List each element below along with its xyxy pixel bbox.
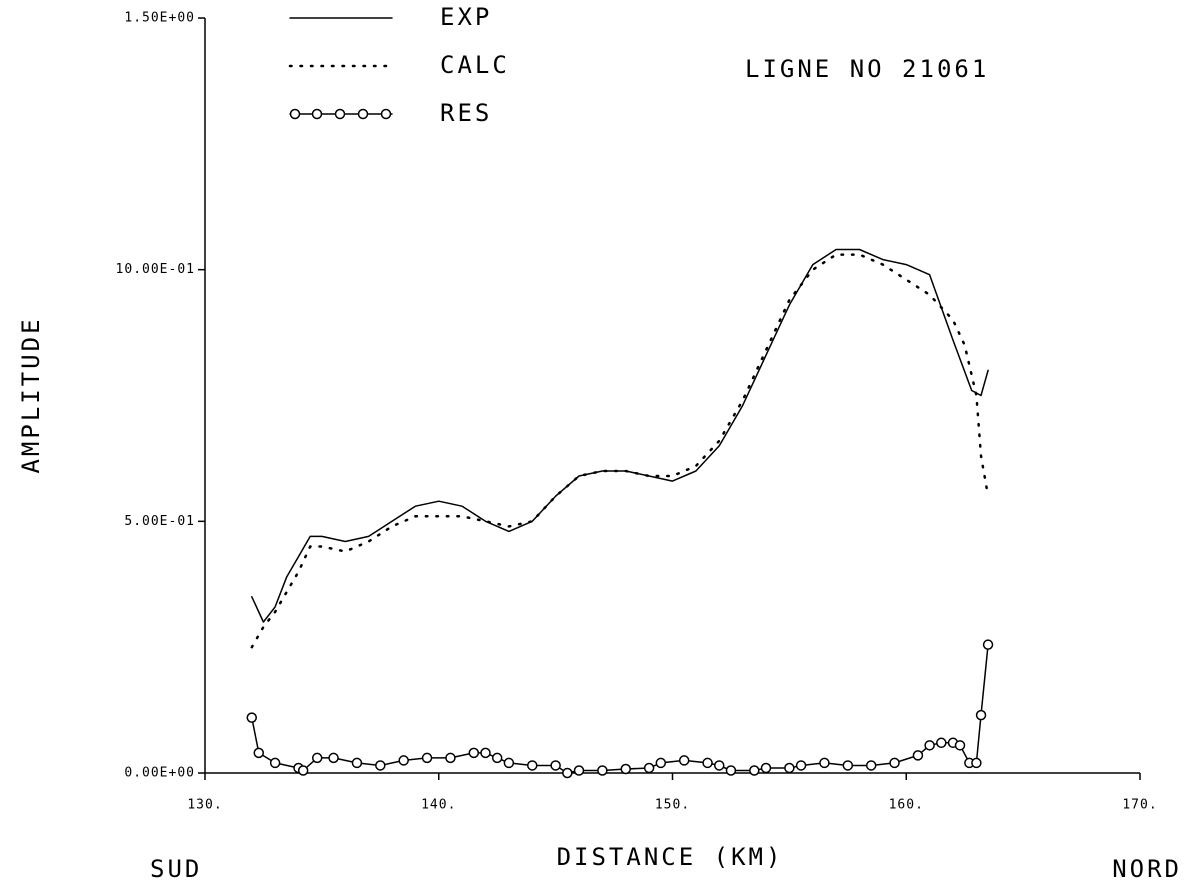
legend-marker — [380, 108, 392, 120]
direction-label: SUD — [150, 855, 202, 883]
data-point — [491, 752, 503, 764]
data-point — [982, 639, 994, 650]
data-point — [760, 762, 772, 774]
data-point — [819, 757, 830, 769]
data-point — [971, 757, 982, 769]
data-point — [375, 760, 386, 771]
y-tick-label: 1.50E+00 — [124, 11, 195, 26]
x-tick-label: 170. — [1122, 798, 1157, 813]
data-point — [503, 757, 515, 769]
data-point — [597, 765, 608, 776]
data-point — [678, 755, 690, 766]
data-point — [784, 762, 795, 774]
data-point — [749, 765, 760, 776]
data-point — [398, 755, 409, 766]
series-line — [251, 643, 989, 774]
data-point — [550, 760, 561, 771]
data-point — [246, 712, 257, 723]
data-point — [842, 760, 854, 771]
legend-label: EXP — [440, 3, 492, 31]
data-point — [643, 762, 655, 774]
data-point — [328, 752, 339, 764]
legend-label: RES — [440, 99, 492, 127]
x-tick-label: 150. — [655, 798, 690, 813]
data-point — [445, 752, 456, 764]
series-line — [251, 248, 989, 623]
data-point — [311, 752, 323, 764]
legend-marker — [357, 108, 369, 120]
x-tick-label: 160. — [889, 798, 924, 813]
data-point — [655, 757, 667, 769]
data-point — [573, 765, 585, 776]
x-axis-label: DISTANCE (KM) — [557, 843, 784, 871]
data-point — [480, 747, 491, 759]
data-point — [795, 760, 807, 771]
y-tick-label: 0.00E+00 — [124, 766, 195, 781]
data-point — [714, 760, 725, 771]
legend-label: CALC — [440, 51, 510, 79]
data-point — [527, 760, 538, 771]
direction-label: NORD — [1112, 855, 1182, 883]
chart-title: LIGNE NO 21061 — [745, 55, 989, 83]
data-point — [912, 750, 924, 761]
data-point — [253, 747, 265, 759]
data-point — [702, 757, 713, 769]
data-point — [725, 765, 737, 776]
data-point — [562, 767, 573, 779]
y-tick-label: 10.00E-01 — [116, 262, 195, 277]
x-tick-label: 130. — [187, 798, 222, 813]
data-point — [297, 765, 309, 776]
legend-marker — [334, 108, 346, 120]
data-point — [421, 752, 433, 764]
data-point — [924, 740, 935, 751]
legend-marker — [289, 108, 301, 120]
data-point — [351, 757, 363, 769]
legend-marker — [311, 108, 323, 120]
data-point — [889, 757, 900, 769]
data-point — [620, 763, 631, 775]
y-axis-label: AMPLITUDE — [17, 316, 45, 473]
data-point — [468, 747, 480, 759]
data-point — [865, 760, 877, 771]
data-point — [954, 740, 966, 751]
data-point — [975, 709, 987, 721]
data-point — [269, 757, 281, 769]
y-tick-label: 5.00E-01 — [124, 514, 195, 529]
x-tick-label: 140. — [421, 798, 456, 813]
series-line — [250, 253, 990, 649]
data-point — [936, 737, 947, 749]
